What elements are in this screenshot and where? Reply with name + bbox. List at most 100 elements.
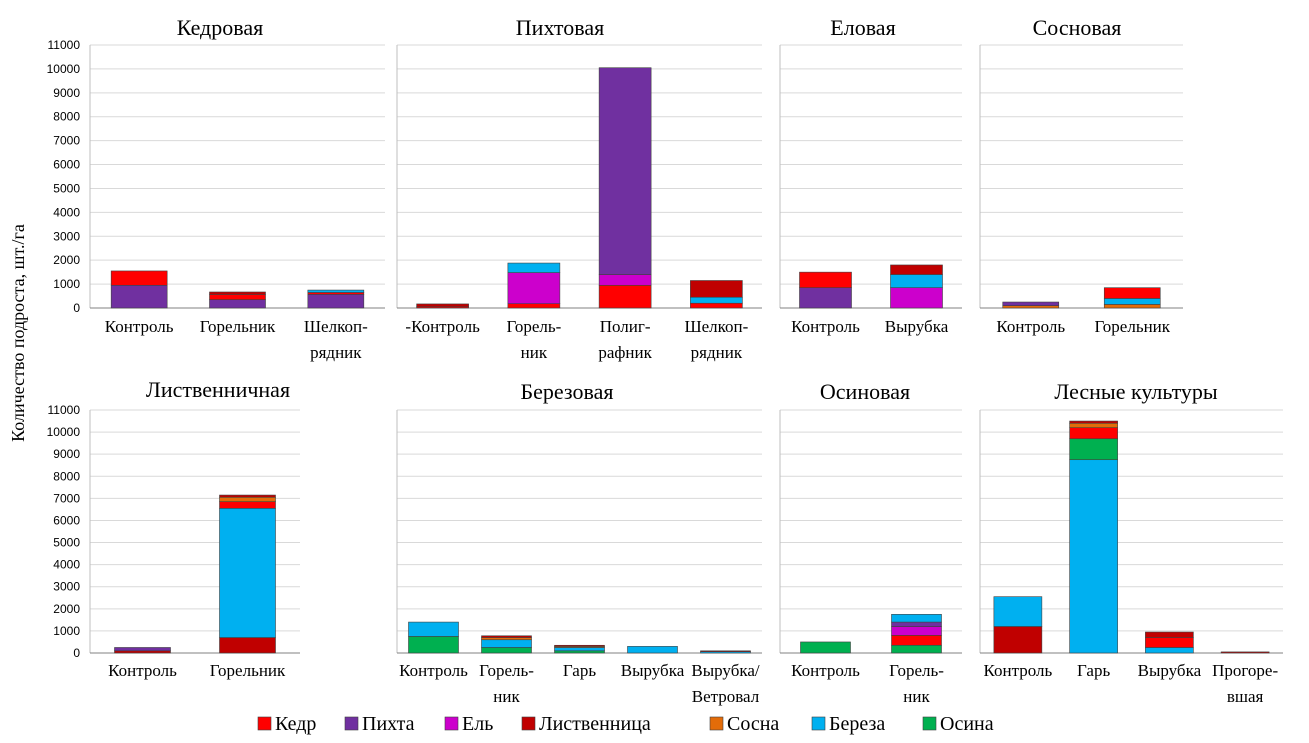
bar-segment bbox=[890, 287, 943, 309]
category-label: Гарь bbox=[563, 661, 596, 680]
legend-swatch bbox=[444, 716, 459, 731]
bar-segment bbox=[890, 264, 943, 275]
bar-segment bbox=[891, 644, 942, 654]
bar-segment bbox=[598, 284, 652, 309]
legend-label: Сосна bbox=[727, 713, 779, 735]
y-tick-label: 5000 bbox=[53, 536, 80, 550]
y-tick-label: 2000 bbox=[53, 602, 80, 616]
y-tick-label: 2000 bbox=[53, 253, 80, 267]
y-tick-label: 6000 bbox=[53, 513, 80, 527]
y-tick-label: 8000 bbox=[53, 469, 80, 483]
legend-swatch bbox=[521, 716, 536, 731]
category-label: Полиг- bbox=[600, 317, 651, 336]
legend-swatch bbox=[922, 716, 937, 731]
panel-7: Осиновая Контроль Горель-ник bbox=[779, 379, 962, 706]
bar-segment bbox=[690, 296, 743, 304]
category-label: ник bbox=[903, 687, 930, 706]
category-label: Ветровал bbox=[692, 687, 760, 706]
legend-label: Береза bbox=[829, 713, 885, 735]
category-label: Вырубка bbox=[885, 317, 949, 336]
y-tick-label: 7000 bbox=[53, 491, 80, 505]
category-label: ник bbox=[493, 687, 520, 706]
bar-segment bbox=[598, 67, 652, 275]
y-tick-label: 11000 bbox=[48, 403, 81, 417]
bar-segment bbox=[1103, 298, 1161, 305]
bar-segment bbox=[1103, 287, 1161, 299]
legend-label: Лиственница bbox=[539, 713, 651, 735]
bar-segment bbox=[1002, 305, 1060, 309]
bar-segment bbox=[1069, 427, 1118, 440]
bar-segment bbox=[481, 639, 532, 648]
bar-segment bbox=[481, 637, 532, 641]
category-label: Горельник bbox=[200, 317, 276, 336]
bar-segment bbox=[481, 647, 532, 654]
panel-title: Пихтовая bbox=[516, 15, 604, 40]
legend-label: Пихта bbox=[362, 713, 415, 735]
category-label: Контроль bbox=[791, 317, 860, 336]
bar-segment bbox=[800, 641, 851, 654]
y-tick-label: 10000 bbox=[47, 62, 81, 76]
panel-2: Пихтовая -Контроль Горель-ник Полиг-рафник Ш… bbox=[396, 15, 762, 362]
category-label: рафник bbox=[598, 343, 652, 362]
bar-segment bbox=[598, 274, 652, 286]
category-label: ник bbox=[521, 343, 548, 362]
category-label: Вырубка bbox=[621, 661, 685, 680]
y-tick-label: 1000 bbox=[53, 624, 80, 638]
y-tick-label: 4000 bbox=[53, 558, 80, 572]
bar-segment bbox=[209, 294, 266, 300]
category-label: Вырубка bbox=[1138, 661, 1202, 680]
bar-segment bbox=[1069, 459, 1118, 654]
panel-title: Лесные культуры bbox=[1054, 379, 1218, 404]
bar-segment bbox=[209, 299, 266, 309]
y-tick-label: 8000 bbox=[53, 110, 80, 124]
category-label: Контроль bbox=[108, 661, 177, 680]
category-label: Горельник bbox=[210, 661, 286, 680]
panel-5: 0 1000 2000 3000 4000 5000 6000 7000 8000 9000 100… bbox=[47, 377, 300, 680]
bar-segment bbox=[891, 626, 942, 636]
bar-segment bbox=[1069, 420, 1118, 424]
category-label: рядник bbox=[310, 343, 362, 362]
bar-segment bbox=[1069, 422, 1118, 428]
bar-segment bbox=[627, 646, 678, 654]
y-tick-label: 1000 bbox=[53, 277, 80, 291]
bar-segment bbox=[209, 291, 266, 295]
bar-segment bbox=[307, 289, 365, 293]
legend-label: Осина bbox=[940, 713, 994, 735]
bar-segment bbox=[219, 637, 276, 654]
category-label: Контроль bbox=[791, 661, 860, 680]
category-label: Контроль bbox=[984, 661, 1053, 680]
bar-segment bbox=[408, 621, 459, 637]
bar-segment bbox=[1103, 304, 1161, 309]
y-tick-label: 7000 bbox=[53, 134, 80, 148]
panel-title: Кедровая bbox=[177, 15, 264, 40]
legend-swatch bbox=[811, 716, 826, 731]
category-label: Шелкоп- bbox=[684, 317, 748, 336]
bar-segment bbox=[114, 647, 171, 652]
panel-6: Березовая Контроль Горель-ник Гарь Вырубка Вы… bbox=[396, 379, 762, 706]
panel-title: Осиновая bbox=[820, 379, 910, 404]
bar-segment bbox=[219, 496, 276, 502]
panel-3: Еловая Контроль Вырубка bbox=[779, 15, 962, 336]
bar-segment bbox=[1069, 438, 1118, 461]
category-label: -Контроль bbox=[405, 317, 480, 336]
category-label: Контроль bbox=[105, 317, 174, 336]
bar-segment bbox=[700, 650, 751, 652]
bar-segment bbox=[408, 636, 459, 654]
legend-swatch bbox=[709, 716, 724, 731]
y-tick-label: 3000 bbox=[53, 580, 80, 594]
category-label: Горель- bbox=[479, 661, 534, 680]
panel-title: Еловая bbox=[830, 15, 895, 40]
bar-segment bbox=[890, 274, 943, 288]
bar-segment bbox=[219, 501, 276, 509]
category-label: Контроль bbox=[996, 317, 1065, 336]
bar-segment bbox=[993, 596, 1043, 627]
bar-segment bbox=[891, 614, 942, 623]
bar-segment bbox=[891, 621, 942, 627]
y-tick-label: 10000 bbox=[47, 425, 81, 439]
bar-segment bbox=[307, 294, 365, 309]
panel-title: Лиственничная bbox=[146, 377, 290, 402]
bar-segment bbox=[481, 635, 532, 638]
y-axis-label: Количество подроста, шт./га bbox=[8, 224, 28, 442]
bar-segment bbox=[799, 271, 852, 288]
